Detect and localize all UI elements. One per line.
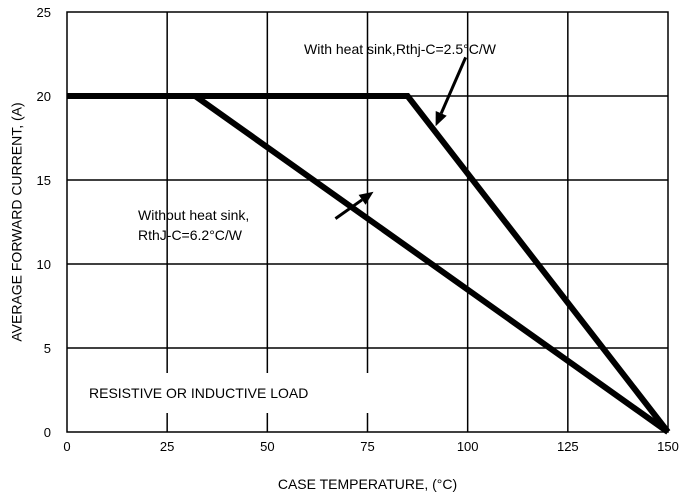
with-heat-sink-arrow-head <box>435 111 447 127</box>
y-tick-label: 5 <box>44 341 51 356</box>
x-tick-label: 125 <box>557 439 579 454</box>
series-lines <box>67 93 671 435</box>
y-tick-label: 10 <box>37 257 51 272</box>
without-heat-sink-arrow-head <box>358 191 374 205</box>
with-heat-sink-arrow-shaft <box>439 56 468 115</box>
with-heat-sink-annotation: With heat sink,Rthj-C=2.5°C/W <box>304 41 497 57</box>
without-heat-sink-annotation-line1: Without heat sink, <box>138 207 249 223</box>
annotation-arrows <box>334 56 468 220</box>
x-tick-label: 100 <box>457 439 479 454</box>
x-axis-label: CASE TEMPERATURE, (°C) <box>278 476 457 492</box>
y-tick-label: 0 <box>44 425 51 440</box>
x-tick-label: 75 <box>360 439 374 454</box>
y-axis-label: AVERAGE FORWARD CURRENT, (A) <box>9 102 25 341</box>
y-axis-ticks: 0 5 10 15 20 25 <box>37 5 51 440</box>
without-heat-sink-line <box>67 93 670 435</box>
load-label-background <box>72 373 392 413</box>
x-tick-label: 25 <box>160 439 174 454</box>
without-heat-sink-annotation-line2: RthJ-C=6.2°C/W <box>138 227 243 243</box>
plot-frame <box>66 11 669 433</box>
y-tick-label: 25 <box>37 5 51 20</box>
without-heat-sink-arrow-shaft <box>334 198 363 220</box>
x-tick-label: 150 <box>657 439 679 454</box>
x-tick-label: 0 <box>63 439 70 454</box>
load-annotation: RESISTIVE OR INDUCTIVE LOAD <box>89 385 308 401</box>
y-tick-label: 20 <box>37 89 51 104</box>
x-axis-ticks: 0 25 50 75 100 125 150 <box>63 439 678 454</box>
y-tick-label: 15 <box>37 173 51 188</box>
x-tick-label: 50 <box>260 439 274 454</box>
